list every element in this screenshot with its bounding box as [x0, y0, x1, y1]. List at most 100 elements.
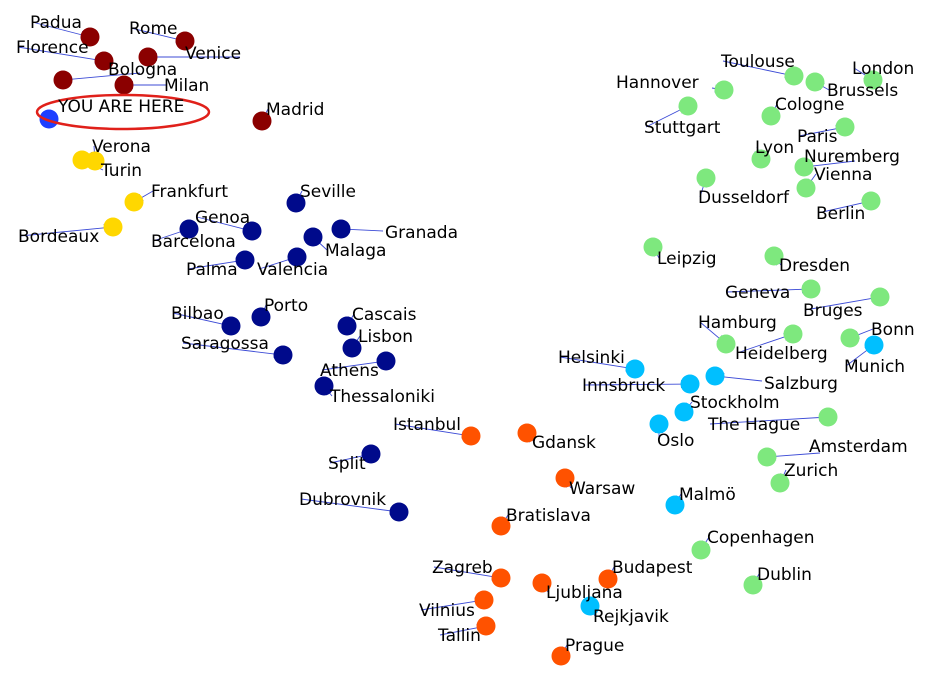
node-venice: [138, 47, 158, 67]
you-are-here-label: YOU ARE HERE: [57, 97, 184, 117]
label-copenhagen: Copenhagen: [707, 528, 815, 548]
label-bratislava: Bratislava: [506, 506, 591, 526]
arrow-florence: [17, 46, 104, 64]
you-are-here-node: [39, 109, 59, 129]
label-stockholm: Stockholm: [690, 393, 780, 413]
label-warsaw: Warsaw: [569, 479, 635, 499]
highlight-layer: YOU ARE HERE: [35, 93, 211, 131]
label-stuttgart: Stuttgart: [644, 118, 721, 138]
arrow-berlin: [817, 199, 871, 214]
node-amsterdam: [757, 447, 777, 467]
label-rejkjavik: Rejkjavik: [593, 607, 669, 627]
label-bruges: Bruges: [803, 301, 863, 321]
arrow-padua: [31, 21, 90, 39]
label-zagreb: Zagreb: [432, 558, 493, 578]
node-zagreb: [491, 568, 511, 588]
node-the-hague: [818, 407, 838, 427]
node-leipzig: [643, 237, 663, 257]
label-valencia: Valencia: [257, 260, 328, 280]
label-the-hague: The Hague: [707, 415, 800, 435]
node-genoa: [242, 221, 262, 241]
node-hamburg: [716, 334, 736, 354]
arrow-nuremberg: [804, 160, 856, 170]
node-barcelona: [179, 219, 199, 239]
node-porto: [251, 307, 271, 327]
label-paris: Paris: [797, 127, 838, 147]
label-genoa: Genoa: [195, 208, 250, 228]
node-berlin: [861, 191, 881, 211]
arrow-geneva: [726, 285, 811, 294]
label-porto: Porto: [264, 296, 308, 316]
label-london: London: [852, 59, 914, 79]
label-ljubljana: Ljubljana: [546, 583, 623, 603]
arrow-rome: [130, 27, 185, 43]
node-dusseldorf: [696, 168, 716, 188]
label-lyon: Lyon: [755, 138, 794, 158]
label-verona: Verona: [92, 137, 151, 157]
arrow-helsinki: [559, 356, 635, 372]
label-istanbul: Istanbul: [393, 415, 461, 435]
arrow-the-hague: [709, 413, 828, 425]
node-dublin: [743, 575, 763, 595]
node-istanbul: [461, 426, 481, 446]
label-bonn: Bonn: [871, 320, 915, 340]
node-florence: [94, 51, 114, 71]
node-milan: [114, 75, 134, 95]
label-munich: Munich: [844, 357, 905, 377]
node-rejkjavik: [580, 596, 600, 616]
node-bilbao: [221, 316, 241, 336]
node-lisbon: [342, 338, 362, 358]
arrow-vilnius: [420, 597, 484, 611]
label-rome: Rome: [129, 19, 177, 39]
arrow-genoa: [196, 216, 252, 233]
node-thessaloniki: [314, 376, 334, 396]
label-geneva: Geneva: [725, 283, 790, 303]
label-malaga: Malaga: [325, 241, 386, 261]
node-dubrovnik: [389, 502, 409, 522]
label-cologne: Cologne: [775, 95, 844, 115]
node-london: [863, 70, 883, 90]
node-budapest: [598, 569, 618, 589]
node-geneva: [801, 279, 821, 299]
node-innsbruck: [680, 374, 700, 394]
arrow-zagreb: [433, 566, 501, 581]
node-zurich: [770, 473, 790, 493]
node-salzburg: [705, 366, 725, 386]
label-dusseldorf: Dusseldorf: [698, 188, 790, 208]
node-hannover: [714, 80, 734, 100]
node-saragossa: [273, 345, 293, 365]
label-lisbon: Lisbon: [358, 327, 413, 347]
node-vienna: [796, 178, 816, 198]
node-dresden: [764, 246, 784, 266]
node-bratislava: [491, 516, 511, 536]
node-cologne: [761, 106, 781, 126]
node-split: [361, 444, 381, 464]
label-seville: Seville: [300, 182, 356, 202]
node-cascais: [337, 316, 357, 336]
label-florence: Florence: [16, 38, 89, 58]
node-turin: [72, 150, 92, 170]
label-milan: Milan: [164, 76, 209, 96]
label-turin: Turin: [100, 161, 142, 181]
label-granada: Granada: [385, 223, 458, 243]
label-madrid: Madrid: [266, 100, 324, 120]
node-bordeaux: [103, 217, 123, 237]
label-helsinki: Helsinki: [558, 348, 625, 368]
label-innsbruck: Innsbruck: [582, 376, 665, 396]
arrow-istanbul: [394, 423, 471, 439]
node-frankfurt: [124, 192, 144, 212]
node-seville: [286, 193, 306, 213]
node-malaga: [303, 227, 323, 247]
node-paris: [835, 117, 855, 137]
node-prague: [551, 646, 571, 666]
arrow-salzburg: [715, 372, 763, 382]
node-malmo: [665, 495, 685, 515]
node-heidelberg: [783, 324, 803, 344]
arrow-saragossa: [182, 342, 283, 358]
node-stuttgart: [678, 96, 698, 116]
arrow-bordeaux: [19, 223, 113, 237]
label-dresden: Dresden: [779, 256, 850, 276]
node-bologna: [53, 70, 73, 90]
label-frankfurt: Frankfurt: [151, 182, 228, 202]
arrow-toulouse: [722, 60, 794, 79]
